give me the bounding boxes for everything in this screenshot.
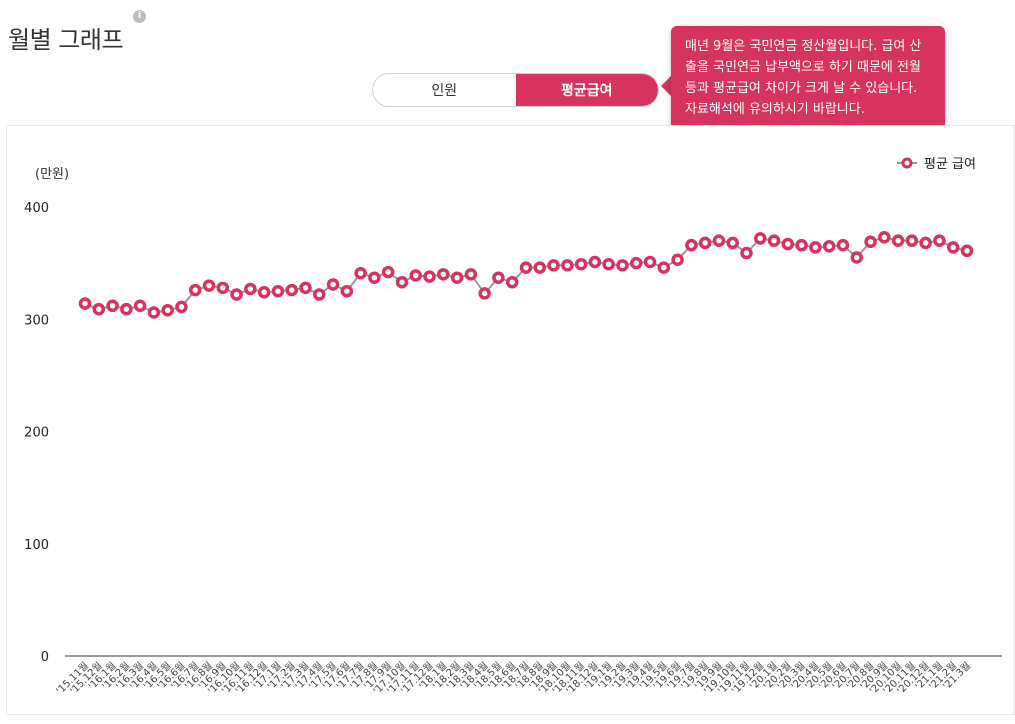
- data-point[interactable]: [864, 235, 877, 249]
- data-point[interactable]: [630, 256, 643, 270]
- data-point[interactable]: [464, 268, 478, 281]
- data-point[interactable]: [340, 284, 354, 298]
- data-point[interactable]: [781, 237, 795, 251]
- data-point[interactable]: [492, 271, 505, 284]
- data-point[interactable]: [602, 257, 615, 271]
- y-tick-label: 300: [24, 313, 49, 328]
- data-point[interactable]: [946, 241, 960, 254]
- legend-label: 평균 급여: [924, 157, 976, 172]
- data-point[interactable]: [423, 270, 436, 283]
- data-point[interactable]: [92, 302, 106, 316]
- data-point[interactable]: [933, 234, 946, 247]
- data-point[interactable]: [326, 278, 340, 291]
- data-point[interactable]: [313, 288, 326, 301]
- data-point[interactable]: [905, 234, 919, 247]
- data-point[interactable]: [381, 265, 395, 279]
- data-point[interactable]: [698, 236, 712, 250]
- chart-panel: (만원) 평균 급여 0 100 200 300 400 '15.11월 '15.12월 '…: [6, 125, 1015, 715]
- data-point[interactable]: [754, 232, 767, 245]
- data-point[interactable]: [120, 302, 133, 316]
- legend-marker: [901, 157, 913, 169]
- data-point[interactable]: [850, 251, 863, 264]
- data-point[interactable]: [960, 244, 974, 258]
- data-point[interactable]: [574, 257, 588, 271]
- data-point[interactable]: [891, 234, 905, 247]
- data-point[interactable]: [795, 238, 808, 252]
- legend: 평균 급여: [897, 157, 976, 172]
- info-tooltip: 매년 9월은 국민연금 정산월입니다. 급여 산출을 국민연금 납부액으로 하기…: [671, 26, 945, 130]
- data-point[interactable]: [409, 269, 422, 282]
- data-point[interactable]: [216, 281, 230, 295]
- page-title: 월별 그래프: [8, 26, 124, 54]
- data-point[interactable]: [505, 275, 519, 289]
- data-point[interactable]: [189, 283, 202, 297]
- data-point[interactable]: [588, 255, 602, 269]
- metric-toggle[interactable]: 인원 평균급여: [372, 73, 659, 107]
- data-point[interactable]: [285, 283, 298, 297]
- data-point[interactable]: [257, 286, 271, 299]
- data-point[interactable]: [547, 259, 560, 272]
- data-point[interactable]: [478, 287, 491, 300]
- data-point[interactable]: [299, 281, 312, 295]
- data-point[interactable]: [78, 297, 92, 310]
- data-point[interactable]: [726, 236, 739, 250]
- data-point[interactable]: [878, 231, 891, 244]
- data-point[interactable]: [919, 236, 932, 250]
- data-point[interactable]: [561, 259, 574, 272]
- data-point[interactable]: [175, 300, 188, 314]
- data-point[interactable]: [822, 240, 836, 253]
- data-point[interactable]: [271, 284, 285, 298]
- data-point[interactable]: [244, 282, 257, 296]
- plot-area: [78, 231, 974, 319]
- data-point[interactable]: [354, 266, 367, 280]
- data-point[interactable]: [395, 275, 409, 289]
- data-point[interactable]: [106, 299, 119, 313]
- data-point[interactable]: [836, 238, 850, 252]
- data-point[interactable]: [643, 255, 657, 269]
- y-tick-label: 0: [41, 650, 49, 665]
- data-point[interactable]: [616, 259, 629, 272]
- y-tick-label: 200: [24, 426, 49, 441]
- line-chart: (만원) 평균 급여 0 100 200 300 400 '15.11월'15.12월'…: [24, 157, 1002, 697]
- info-icon[interactable]: i: [133, 10, 146, 23]
- data-point[interactable]: [147, 306, 161, 319]
- toggle-average-salary-button[interactable]: 평균급여: [515, 74, 658, 106]
- data-point[interactable]: [712, 234, 726, 247]
- data-point[interactable]: [202, 279, 216, 292]
- data-point[interactable]: [230, 288, 243, 301]
- y-tick-label: 400: [24, 201, 49, 216]
- data-point[interactable]: [767, 234, 781, 247]
- data-point[interactable]: [657, 261, 671, 274]
- data-point[interactable]: [685, 238, 698, 252]
- data-point[interactable]: [161, 304, 174, 317]
- data-point[interactable]: [809, 241, 822, 254]
- y-unit-label: (만원): [35, 167, 69, 182]
- data-point[interactable]: [368, 271, 381, 284]
- data-point[interactable]: [519, 261, 533, 274]
- x-axis: '15.11월'15.12월'16.1월'16.2월'16.3월'16.4월'1…: [54, 655, 1002, 697]
- y-axis: 0 100 200 300 400: [24, 201, 49, 665]
- data-point[interactable]: [671, 253, 684, 267]
- y-tick-label: 100: [24, 538, 49, 553]
- data-point[interactable]: [740, 246, 753, 260]
- data-point[interactable]: [437, 268, 450, 281]
- data-point[interactable]: [133, 299, 147, 313]
- tooltip-arrow: [661, 76, 671, 96]
- data-point[interactable]: [533, 261, 547, 274]
- data-point[interactable]: [450, 271, 464, 284]
- toggle-headcount-button[interactable]: 인원: [431, 83, 458, 99]
